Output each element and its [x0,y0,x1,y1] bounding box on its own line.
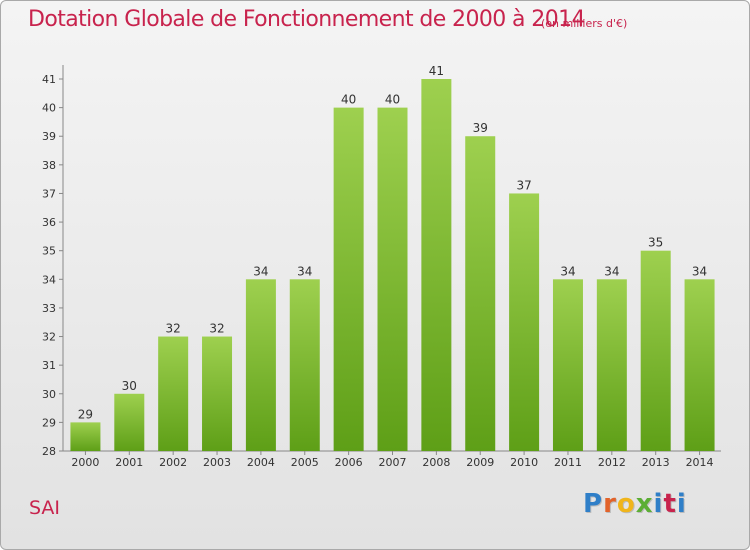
y-tick-label: 39 [42,130,56,143]
y-tick-label: 36 [42,216,56,229]
bar-value-label: 39 [473,121,488,135]
x-tick-label: 2011 [554,456,582,469]
logo-letter: o [616,489,636,519]
y-tick-label: 28 [42,445,56,458]
x-tick-label: 2001 [115,456,143,469]
y-tick-label: 29 [42,416,56,429]
bar-2014 [684,279,715,451]
bar-2004 [245,279,276,451]
y-tick-label: 34 [42,273,56,286]
x-tick-label: 2007 [379,456,407,469]
bar-2000 [70,422,101,451]
y-tick-label: 41 [42,73,56,86]
chart-axes: 28 29 30 31 32 33 34 35 36 37 38 39 40 41 2000 2001 2002… [42,65,721,469]
y-tick-label: 38 [42,159,56,172]
chart-title: Dotation Globale de Fonctionnement de 20… [28,7,586,32]
bar-2006 [333,107,364,451]
bar-2003 [202,336,233,451]
bar-value-label: 34 [253,264,268,278]
logo-letter: P [583,489,604,519]
y-tick-label: 31 [42,359,56,372]
logo-letter: i [653,489,664,519]
bar-value-label: 35 [648,236,663,250]
logo-letter: x [635,489,654,519]
x-tick-label: 2008 [422,456,450,469]
bar-value-label: 32 [209,322,224,336]
bar-value-label: 34 [692,264,707,278]
commune-name: SAI [29,497,61,519]
bar-value-label: 37 [516,178,531,192]
y-tick-label: 40 [42,102,56,115]
x-tick-label: 2012 [598,456,626,469]
y-tick-label: 37 [42,187,56,200]
y-tick-label: 30 [42,388,56,401]
bar-2001 [114,393,145,451]
bar-2005 [289,279,320,451]
bar-value-label: 34 [297,264,312,278]
bar-value-label: 40 [341,93,356,107]
bar-2002 [158,336,189,451]
x-tick-label: 2006 [335,456,363,469]
bar-2012 [596,279,627,451]
bar-value-label: 29 [78,407,93,421]
x-tick-label: 2013 [642,456,670,469]
bar-2009 [465,136,496,451]
x-tick-label: 2003 [203,456,231,469]
y-tick-label: 32 [42,331,56,344]
x-tick-label: 2005 [291,456,319,469]
x-tick-label: 2009 [466,456,494,469]
bar-value-label: 34 [604,264,619,278]
x-tick-label: 2014 [686,456,714,469]
x-tick-label: 2000 [71,456,99,469]
bar-2007 [377,107,408,451]
logo-letter: i [676,489,687,519]
bar-2008 [421,79,452,451]
bar-value-label: 40 [385,93,400,107]
chart-unit-note: (en milliers d'€) [541,17,628,30]
y-tick-label: 35 [42,245,56,258]
bar-2010 [509,193,540,451]
y-tick-label: 33 [42,302,56,315]
bar-value-label: 34 [560,264,575,278]
logo-letter: r [603,489,617,519]
bar-value-label: 30 [122,379,137,393]
x-tick-label: 2010 [510,456,538,469]
bar-value-label: 41 [429,64,444,78]
proxiti-logo: Proxiti [583,489,687,519]
x-tick-label: 2002 [159,456,187,469]
x-tick-label: 2004 [247,456,275,469]
chart-bars: 29 30 32 32 34 34 40 40 41 39 37 34 34 35 34 [70,64,715,451]
bar-value-label: 32 [166,322,181,336]
logo-letter: t [663,489,677,519]
bar-2011 [552,279,583,451]
bar-2013 [640,250,671,451]
